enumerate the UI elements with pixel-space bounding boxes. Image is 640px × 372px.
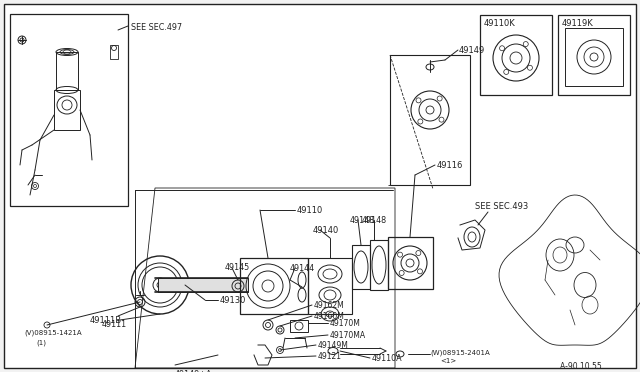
Text: 49170M: 49170M <box>330 319 361 328</box>
Bar <box>390 55 470 185</box>
Text: 49149M: 49149M <box>318 341 349 350</box>
Text: SEE SEC.493: SEE SEC.493 <box>475 202 528 211</box>
Text: (W)08915-2401A: (W)08915-2401A <box>430 349 490 356</box>
Bar <box>290 320 308 332</box>
Text: 49145: 49145 <box>225 263 250 272</box>
Text: SEE SEC.497: SEE SEC.497 <box>131 23 182 32</box>
Text: (1): (1) <box>36 340 46 346</box>
Bar <box>308 258 352 314</box>
Text: 49160M: 49160M <box>314 312 345 321</box>
Bar <box>10 14 128 206</box>
Text: 49110A: 49110A <box>372 354 403 363</box>
Bar <box>240 258 308 314</box>
Text: 49140: 49140 <box>313 226 339 235</box>
Text: 49148: 49148 <box>350 216 375 225</box>
Text: 49110: 49110 <box>297 206 323 215</box>
Text: 49116: 49116 <box>437 161 463 170</box>
Bar <box>480 15 552 95</box>
Text: 49111B: 49111B <box>90 316 122 325</box>
Bar <box>388 237 433 289</box>
Bar <box>110 45 118 59</box>
Text: A-90 10.55: A-90 10.55 <box>560 362 602 371</box>
Text: 49162M: 49162M <box>314 301 345 310</box>
Text: 49110K: 49110K <box>484 19 516 28</box>
Text: 49170MA: 49170MA <box>330 331 366 340</box>
Text: 49149+A: 49149+A <box>175 370 212 372</box>
Text: 49148: 49148 <box>362 216 387 225</box>
Bar <box>352 245 370 289</box>
Text: 49121: 49121 <box>318 352 342 361</box>
Bar <box>558 15 630 95</box>
Text: 49130: 49130 <box>220 296 246 305</box>
Text: 49119K: 49119K <box>562 19 594 28</box>
Text: 49144: 49144 <box>290 264 315 273</box>
Bar <box>56 52 78 90</box>
Bar <box>54 90 80 130</box>
Text: <1>: <1> <box>440 358 456 364</box>
Text: (V)08915-1421A: (V)08915-1421A <box>24 330 82 337</box>
Text: 49111: 49111 <box>102 320 127 329</box>
Bar <box>158 278 248 292</box>
Text: 49149: 49149 <box>459 46 485 55</box>
Bar <box>370 240 388 290</box>
Bar <box>565 28 623 86</box>
